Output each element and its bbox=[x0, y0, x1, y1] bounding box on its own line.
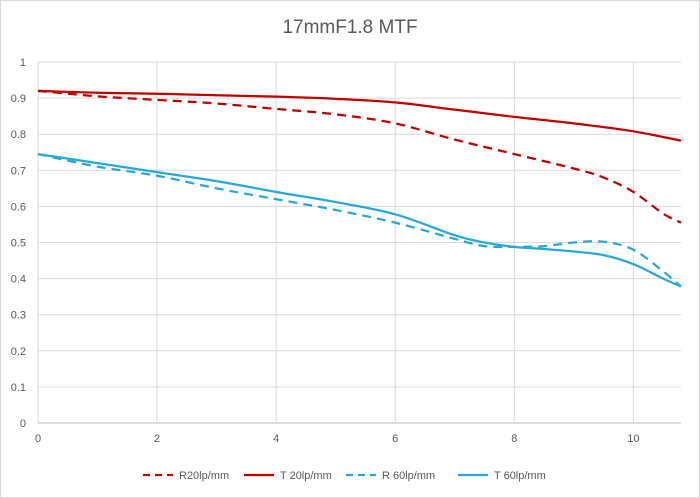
series-r20-line bbox=[37, 89, 682, 224]
series-r60-line bbox=[37, 152, 682, 288]
series-r60-legend-label: R 60lp/mm bbox=[382, 470, 435, 482]
y-tick-label: 0.7 bbox=[11, 165, 26, 177]
y-tick-label: 0.1 bbox=[11, 382, 26, 394]
y-tick-label: 0.4 bbox=[11, 274, 26, 286]
legend: R20lp/mm T 20lp/mm R 60lp/mm T 60lp/mm bbox=[143, 470, 546, 482]
y-tick-label: 0.9 bbox=[11, 93, 26, 105]
y-tick-label: 0.6 bbox=[11, 201, 26, 213]
x-tick-label: 2 bbox=[154, 433, 160, 445]
chart-title: 17mmF1.8 MTF bbox=[282, 17, 417, 38]
x-tick-label: 8 bbox=[511, 433, 517, 445]
series-t20-line bbox=[37, 89, 682, 142]
series-layer bbox=[37, 89, 682, 288]
y-tick-label: 0.2 bbox=[11, 346, 26, 358]
x-tick-label: 10 bbox=[627, 433, 639, 445]
y-tick-label: 0.5 bbox=[11, 238, 26, 250]
y-tick-label: 0.8 bbox=[11, 129, 26, 141]
y-tick-label: 0 bbox=[20, 418, 26, 430]
x-tick-label: 6 bbox=[392, 433, 398, 445]
y-tick-label: 1 bbox=[20, 57, 26, 69]
series-t60-line bbox=[37, 152, 682, 288]
x-tick-label: 4 bbox=[273, 433, 279, 445]
series-t60-legend-label: T 60lp/mm bbox=[494, 470, 546, 482]
series-r20-legend-label: R20lp/mm bbox=[179, 470, 229, 482]
y-tick-label: 0.3 bbox=[11, 310, 26, 322]
axes: 00.10.20.30.40.50.60.70.80.910 2 4 6 8 10 bbox=[11, 57, 681, 445]
series-t20-legend-label: T 20lp/mm bbox=[280, 470, 332, 482]
x-tick-label: 0 bbox=[35, 433, 41, 445]
